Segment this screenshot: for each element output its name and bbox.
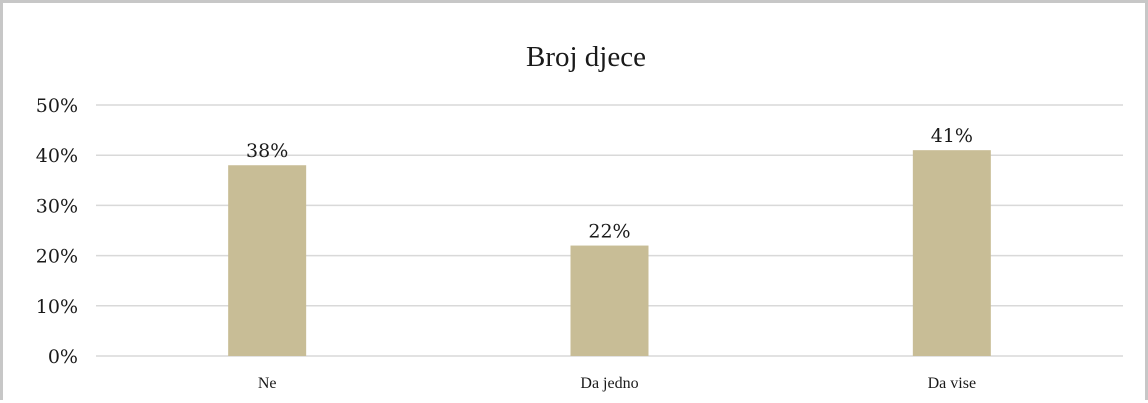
y-tick-label: 0% <box>48 346 78 368</box>
bar-da-jedno <box>570 245 649 356</box>
bars <box>228 150 991 356</box>
data-label: 41% <box>931 125 973 147</box>
x-tick-label: Da vise <box>928 375 976 392</box>
chart-title: Broj djece <box>526 41 646 73</box>
data-label: 22% <box>588 221 630 243</box>
y-tick-label: 10% <box>36 296 78 318</box>
x-tick-label: Da jedno <box>580 375 638 392</box>
x-axis-ticks: Ne Da jedno Da vise <box>258 375 976 392</box>
bar-ne <box>228 165 307 356</box>
bar-da-vise <box>912 150 991 356</box>
bar-chart: Broj djece 0% 10% 20% 30% 40% 50% 38% 22% 41% N… <box>36 41 1123 392</box>
y-tick-label: 20% <box>36 246 78 268</box>
x-tick-label: Ne <box>258 375 277 392</box>
data-labels: 38% 22% 41% <box>246 125 973 242</box>
y-axis-ticks: 0% 10% 20% 30% 40% 50% <box>36 95 78 368</box>
data-label: 38% <box>246 140 288 162</box>
y-tick-label: 40% <box>36 145 78 167</box>
y-tick-label: 30% <box>36 195 78 217</box>
y-tick-label: 50% <box>36 95 78 117</box>
